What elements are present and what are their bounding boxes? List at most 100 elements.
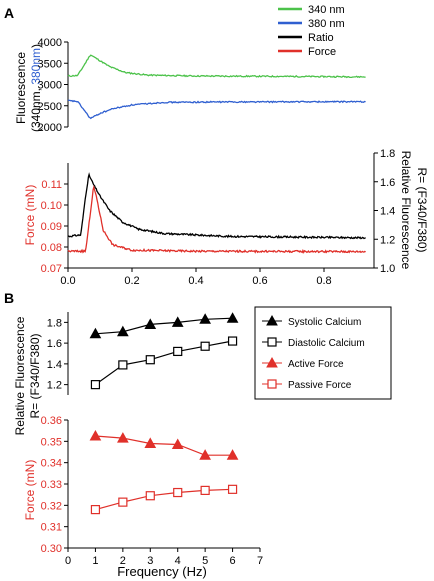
a-top-series-0 bbox=[67, 54, 366, 79]
b-top-ytick-label-0: 1.2 bbox=[47, 380, 62, 392]
b-top-point-1-3 bbox=[173, 346, 183, 357]
b-top-ytick-label-2: 1.6 bbox=[47, 338, 62, 350]
b-bottom-xtick-label-4: 4 bbox=[175, 555, 181, 567]
legend-b-marker-0 bbox=[266, 314, 278, 326]
b-bottom-ytick-label-5: 0.35 bbox=[41, 436, 62, 448]
b-bottom-ytick-label-0: 0.30 bbox=[41, 543, 62, 555]
a-bottom-left-tick-label-0: 0.07 bbox=[41, 263, 62, 275]
legend-b-marker-2 bbox=[266, 356, 278, 368]
b-bottom-ylabel: Force (mN) bbox=[23, 460, 37, 521]
b-top-series-line-0 bbox=[95, 317, 233, 335]
b-bottom-xtick-label-2: 2 bbox=[120, 555, 126, 567]
a-bottom-right-tick-label-1: 1.2 bbox=[380, 234, 395, 246]
a-bottom-series-0 bbox=[67, 172, 366, 240]
legend-a-label-0: 340 nm bbox=[308, 4, 345, 16]
a-top-ytick-label-2: 3000 bbox=[38, 80, 62, 92]
a-top-ylabel-part2c: ) bbox=[29, 44, 43, 48]
b-top-series-line-1 bbox=[95, 340, 233, 386]
b-bottom-point-1-1 bbox=[118, 497, 128, 507]
a-bottom-right-tick-label-0: 1.0 bbox=[380, 263, 395, 275]
legend-b-label-1: Diastolic Calcium bbox=[288, 338, 365, 349]
b-bottom-point-1-3 bbox=[173, 487, 183, 498]
a-top-ylabel-part2b: 380nm bbox=[29, 48, 43, 85]
a-bottom-xtick-label-0: 0.0 bbox=[60, 275, 75, 287]
b-bottom-ytick-label-6: 0.36 bbox=[41, 415, 62, 427]
a-bottom-left-tick-label-4: 0.11 bbox=[41, 179, 62, 191]
b-bottom-point-1-2 bbox=[145, 491, 155, 501]
panel-b-top: Relative Fluorescence R= (F340/F380) 1.2… bbox=[13, 312, 239, 435]
legend-b-label-0: Systolic Calcium bbox=[288, 317, 361, 328]
b-bottom-xtick-label-7: 7 bbox=[257, 555, 263, 567]
b-top-point-0-4 bbox=[199, 313, 211, 324]
b-bottom-point-0-0 bbox=[89, 429, 102, 441]
b-bottom-ytick-label-2: 0.32 bbox=[41, 500, 62, 512]
legend-b-label-3: Passive Force bbox=[288, 380, 352, 391]
a-top-ylabel-line1: Fluorescence bbox=[14, 52, 28, 124]
b-top-ytick-label-1: 1.4 bbox=[47, 359, 62, 371]
panel-label-b: B bbox=[4, 290, 14, 306]
a-top-ytick-label-1: 2500 bbox=[38, 101, 62, 113]
legend-b-marker-3 bbox=[267, 379, 277, 389]
b-top-point-0-2 bbox=[144, 318, 157, 329]
a-bottom-right-ylabel-line2: R= (F340/F380) bbox=[415, 167, 429, 252]
b-bottom-ytick-label-3: 0.33 bbox=[41, 479, 62, 491]
b-bottom-point-1-0 bbox=[90, 505, 101, 515]
b-top-point-1-1 bbox=[118, 360, 128, 370]
b-bottom-point-0-5 bbox=[226, 449, 239, 460]
legend-b-marker-1 bbox=[267, 337, 277, 347]
a-top-ytick-label-4: 4000 bbox=[38, 37, 62, 49]
b-top-point-1-5 bbox=[227, 336, 238, 346]
b-bottom-xtick-label-6: 6 bbox=[230, 555, 236, 567]
a-bottom-right-tick-label-2: 1.4 bbox=[380, 206, 395, 218]
b-bottom-series-line-0 bbox=[95, 435, 233, 456]
a-bottom-series-1 bbox=[67, 184, 366, 254]
b-top-ytick-label-3: 1.8 bbox=[47, 317, 62, 329]
a-bottom-right-ylabel-line1: Relative Fluorescence bbox=[399, 151, 413, 270]
b-bottom-xtick-label-3: 3 bbox=[147, 555, 153, 567]
a-top-ytick-label-0: 2000 bbox=[38, 122, 62, 134]
panel-a-bottom: Force (mN) Relative Fluorescence R= (F34… bbox=[23, 148, 429, 287]
a-top-ylabel-part2a: (340nm, bbox=[29, 85, 43, 132]
legend-b: Systolic Calcium Diastolic Calcium Active … bbox=[254, 306, 392, 400]
b-top-point-1-0 bbox=[90, 380, 101, 390]
b-top-point-0-1 bbox=[117, 325, 129, 337]
legend-a-label-2: Ratio bbox=[308, 32, 334, 44]
a-top-series-1 bbox=[67, 99, 366, 120]
panel-b-bottom: Force (mN) Frequency (Hz) 0.30 0.31 0.32 0.… bbox=[23, 415, 263, 579]
b-top-ylabel-line2: R= (F340/F380) bbox=[28, 333, 42, 418]
panel-a-top: Fluorescence (340nm, 380nm) 2000 2500 3000… bbox=[14, 37, 366, 134]
a-bottom-left-tick-label-2: 0.09 bbox=[41, 221, 62, 233]
b-bottom-point-1-5 bbox=[227, 484, 238, 494]
b-top-point-0-3 bbox=[171, 316, 184, 327]
panel-label-a: A bbox=[4, 5, 14, 21]
a-top-ylabel-line2: (340nm, 380nm) bbox=[29, 44, 43, 132]
legend-a-label-3: Force bbox=[308, 46, 336, 58]
b-bottom-point-0-2 bbox=[144, 437, 157, 448]
b-bottom-xtick-label-1: 1 bbox=[92, 555, 98, 567]
b-bottom-point-0-4 bbox=[199, 449, 211, 460]
b-top-point-0-0 bbox=[89, 327, 102, 339]
legend-b-label-2: Active Force bbox=[288, 359, 344, 370]
b-bottom-series-line-1 bbox=[95, 488, 233, 511]
b-bottom-point-0-3 bbox=[171, 438, 184, 450]
b-bottom-xtick-label-5: 5 bbox=[202, 555, 208, 567]
a-bottom-xtick-label-1: 0.2 bbox=[124, 275, 139, 287]
b-bottom-point-1-4 bbox=[200, 485, 210, 495]
a-top-ytick-label-3: 3500 bbox=[38, 58, 62, 70]
a-bottom-xtick-label-2: 0.4 bbox=[188, 275, 203, 287]
b-bottom-point-0-1 bbox=[117, 432, 129, 443]
legend-a: 340 nm 380 nm Ratio Force bbox=[278, 4, 345, 58]
a-bottom-right-tick-label-3: 1.6 bbox=[380, 177, 395, 189]
b-top-ylabel-line1: Relative Fluorescence bbox=[13, 316, 27, 435]
b-bottom-xtick-label-0: 0 bbox=[65, 555, 71, 567]
b-top-point-1-2 bbox=[145, 355, 155, 365]
a-bottom-xtick-label-3: 0.6 bbox=[252, 275, 267, 287]
b-bottom-xlabel: Frequency (Hz) bbox=[117, 564, 207, 579]
a-bottom-xtick-label-4: 0.8 bbox=[316, 275, 331, 287]
b-bottom-ytick-label-4: 0.34 bbox=[41, 458, 62, 470]
b-bottom-ytick-label-1: 0.31 bbox=[41, 522, 62, 534]
a-bottom-right-tick-label-4: 1.8 bbox=[380, 148, 395, 160]
a-bottom-left-tick-label-1: 0.08 bbox=[41, 242, 62, 254]
